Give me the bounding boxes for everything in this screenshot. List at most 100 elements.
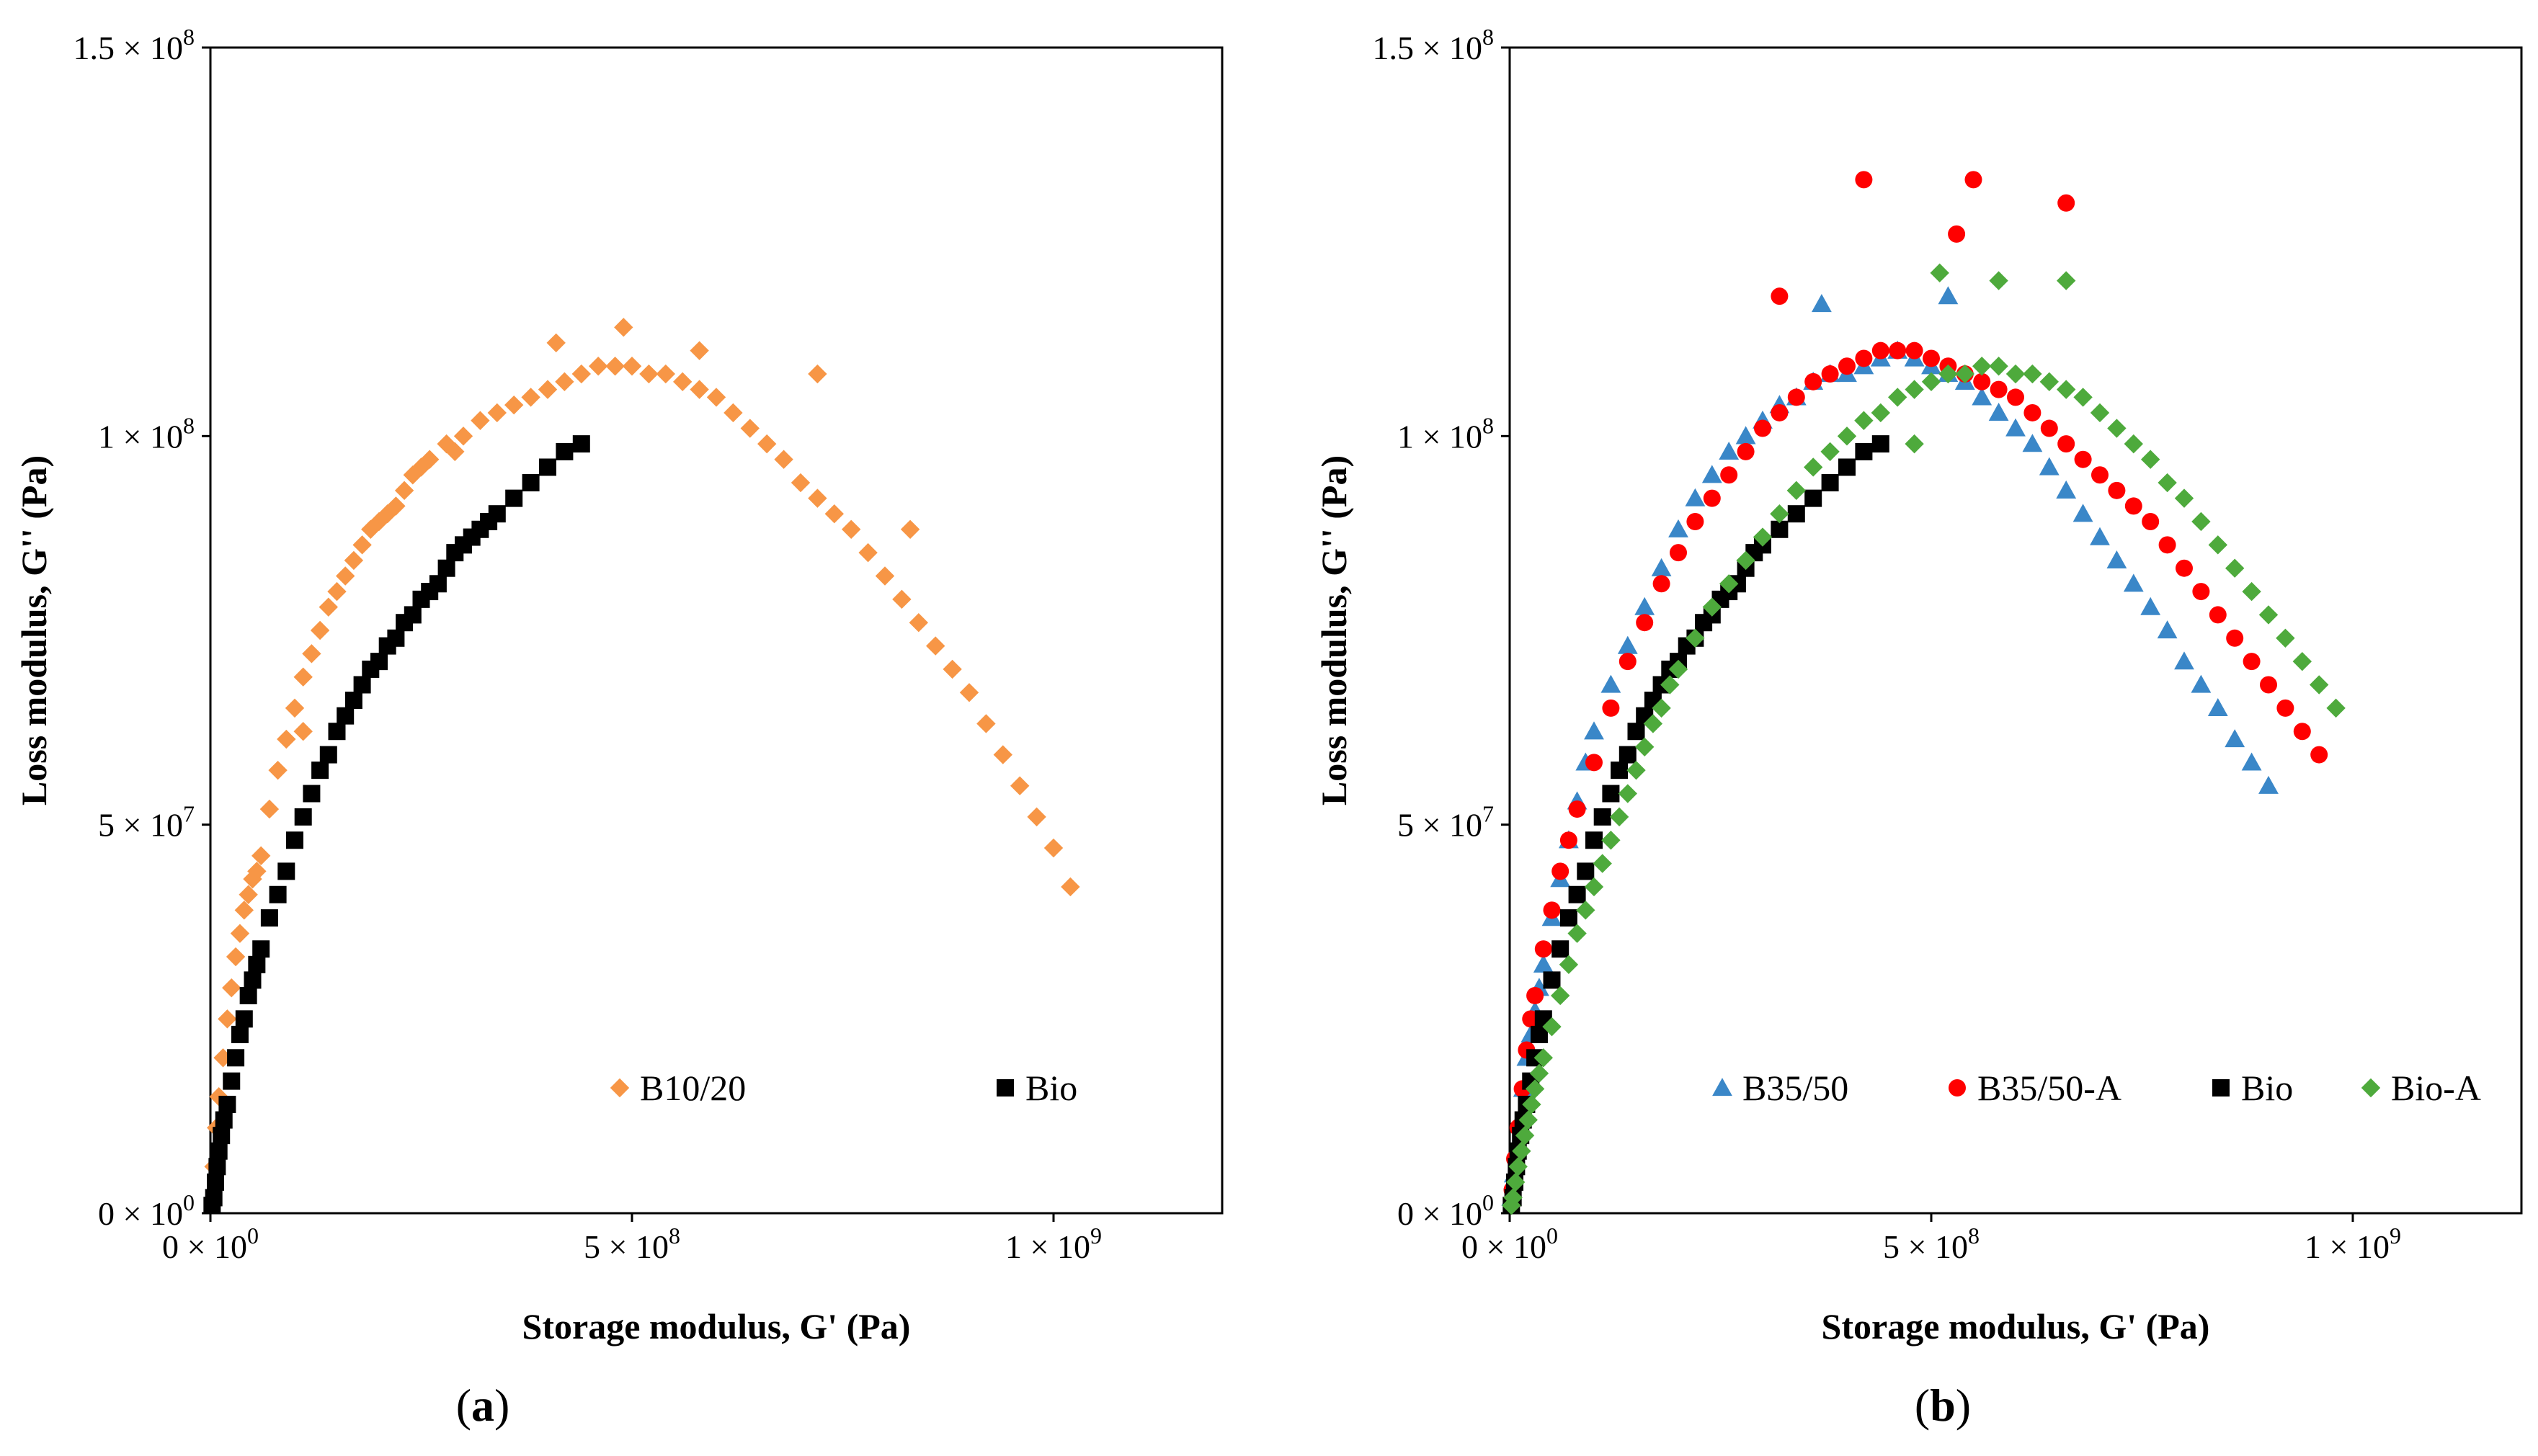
- data-point: [1686, 628, 1705, 648]
- data-point: [1576, 901, 1595, 920]
- data-point: [791, 473, 811, 493]
- data-point: [1988, 403, 2009, 421]
- data-point: [2108, 481, 2126, 499]
- data-point: [2326, 698, 2346, 718]
- data-point: [1871, 341, 1889, 359]
- x-axis-title: Storage modulus, G' (Pa): [1822, 1306, 2210, 1346]
- data-point: [1948, 225, 1966, 243]
- legend: B10/20 Bio: [610, 1068, 1077, 1108]
- y-tick-label: 1 × 108: [1397, 412, 1494, 455]
- data-point: [1522, 1094, 1541, 1115]
- x-tick-label: 1 × 109: [2305, 1223, 2401, 1265]
- data-point: [2226, 629, 2244, 647]
- data-point: [488, 505, 506, 523]
- data-point: [328, 723, 346, 741]
- data-point: [210, 1142, 228, 1160]
- data-point: [2022, 434, 2043, 452]
- data-point: [1787, 388, 1805, 406]
- data-point: [1771, 287, 1789, 305]
- data-point: [1804, 489, 1822, 507]
- data-point: [1821, 474, 1839, 492]
- data-point: [1720, 466, 1738, 484]
- data-point: [2241, 752, 2262, 771]
- data-point: [1888, 388, 1907, 407]
- legend-label: Bio: [2241, 1068, 2293, 1108]
- data-point: [589, 357, 608, 376]
- data-point: [2056, 480, 2077, 499]
- data-point: [1627, 723, 1645, 741]
- data-point: [1636, 614, 1654, 632]
- data-point: [2260, 676, 2277, 694]
- data-point: [213, 1127, 231, 1145]
- data-point: [2090, 403, 2110, 423]
- data-point: [2040, 419, 2058, 437]
- data-point: [285, 698, 305, 718]
- data-point: [909, 613, 928, 633]
- data-point: [223, 1072, 241, 1090]
- data-point: [2258, 605, 2279, 625]
- data-point: [319, 746, 337, 764]
- data-point: [1626, 760, 1646, 780]
- data-point: [303, 785, 321, 803]
- data-point: [2073, 388, 2093, 407]
- data-point: [2174, 488, 2194, 508]
- data-point: [1577, 862, 1595, 880]
- data-point: [1964, 171, 1982, 189]
- data-point: [522, 474, 540, 492]
- data-point: [1938, 286, 1959, 305]
- data-point: [808, 364, 827, 384]
- legend-marker: [610, 1078, 630, 1098]
- data-point: [1719, 574, 1739, 594]
- data-point: [1871, 435, 1889, 453]
- data-point: [2140, 597, 2161, 615]
- legend-label: B35/50: [1742, 1068, 1848, 1108]
- data-point: [394, 481, 414, 501]
- legend-label: Bio-A: [2391, 1068, 2481, 1108]
- data-point: [1043, 838, 1064, 858]
- x-axis-title: Storage modulus, G' (Pa): [522, 1306, 911, 1346]
- data-point: [1719, 441, 1740, 460]
- data-point: [2005, 364, 2026, 384]
- data-point: [293, 667, 313, 687]
- data-point: [215, 1111, 233, 1129]
- data-point: [2207, 697, 2228, 717]
- y-tick-label: 5 × 107: [1397, 801, 1494, 844]
- data-point: [293, 722, 313, 741]
- data-point: [1543, 971, 1561, 989]
- data-point: [252, 940, 270, 958]
- data-point: [2039, 372, 2059, 392]
- data-point: [1905, 434, 1924, 454]
- data-point: [226, 947, 246, 967]
- data-point: [2157, 620, 2178, 639]
- data-point: [230, 924, 250, 943]
- data-point: [2057, 380, 2076, 399]
- data-point: [1771, 520, 1789, 538]
- data-point: [757, 434, 777, 454]
- data-point: [2242, 581, 2261, 602]
- data-point: [2293, 723, 2311, 741]
- data-point: [1559, 955, 1579, 975]
- data-point: [277, 862, 295, 880]
- series-bio-a: [1502, 263, 2346, 1215]
- data-point: [1938, 364, 1958, 384]
- y-tick-label: 0 × 100: [98, 1189, 195, 1232]
- data-point: [2107, 419, 2127, 438]
- data-point: [1771, 403, 1789, 421]
- data-point: [2243, 653, 2261, 671]
- y-axis-title: Loss modulus, G'' (Pa): [1314, 455, 1354, 805]
- data-point: [1559, 909, 1577, 927]
- data-point: [1618, 784, 1637, 803]
- data-point: [445, 442, 465, 462]
- data-point: [2023, 364, 2042, 384]
- data-point: [260, 909, 278, 927]
- series-bio: [203, 435, 590, 1215]
- data-point: [239, 885, 258, 904]
- data-point: [1753, 527, 1773, 547]
- data-point: [1601, 831, 1621, 850]
- panel-label: (b): [1915, 1380, 1971, 1431]
- data-point: [1061, 877, 1080, 897]
- data-point: [1855, 171, 1873, 189]
- data-point: [1609, 807, 1629, 827]
- data-point: [387, 629, 405, 647]
